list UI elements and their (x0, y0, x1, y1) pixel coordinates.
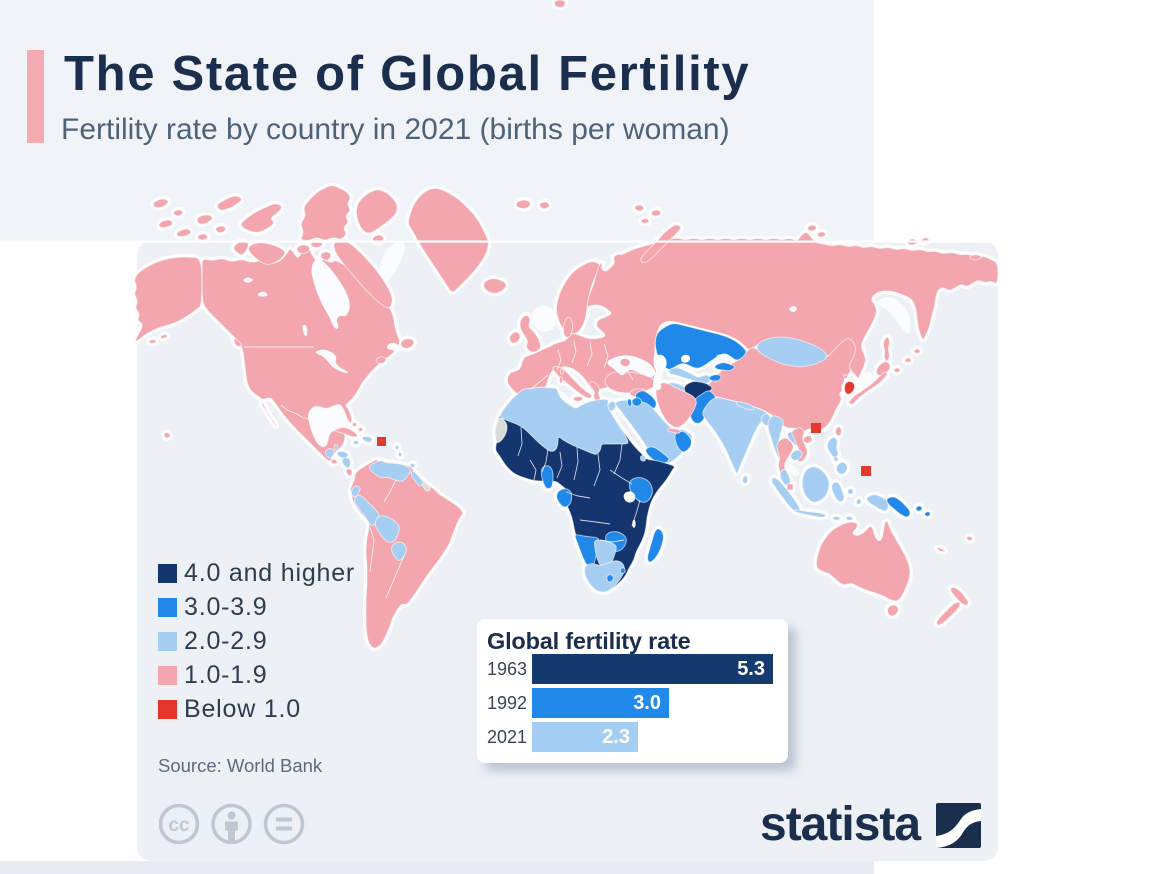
svg-text:cc: cc (168, 815, 190, 836)
